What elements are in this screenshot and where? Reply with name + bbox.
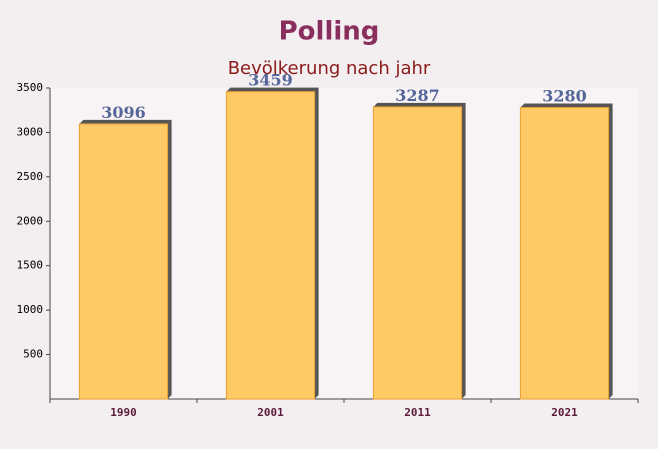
bar xyxy=(519,107,610,400)
y-tick-label: 2000 xyxy=(17,214,44,227)
x-tick-label: 2021 xyxy=(551,406,578,419)
x-tick-label: 2001 xyxy=(257,406,284,419)
x-tick-label: 1990 xyxy=(110,406,137,419)
value-label: 3459 xyxy=(248,71,293,90)
y-tick-label: 1500 xyxy=(17,259,44,272)
value-label: 3287 xyxy=(395,86,440,105)
y-tick-label: 3500 xyxy=(17,81,44,94)
value-label: 3280 xyxy=(542,87,587,106)
y-tick-label: 3000 xyxy=(17,125,44,138)
x-tick-label: 2011 xyxy=(404,406,431,419)
bar xyxy=(78,123,169,400)
chart-title: Polling xyxy=(279,17,380,47)
value-label: 3096 xyxy=(101,103,146,122)
y-tick-label: 500 xyxy=(23,348,43,361)
bar xyxy=(372,106,463,400)
y-tick-label: 1000 xyxy=(17,303,44,316)
chart-subtitle: Bevölkerung nach jahr xyxy=(228,58,431,79)
y-tick-label: 2500 xyxy=(17,170,44,183)
bar xyxy=(225,91,316,400)
